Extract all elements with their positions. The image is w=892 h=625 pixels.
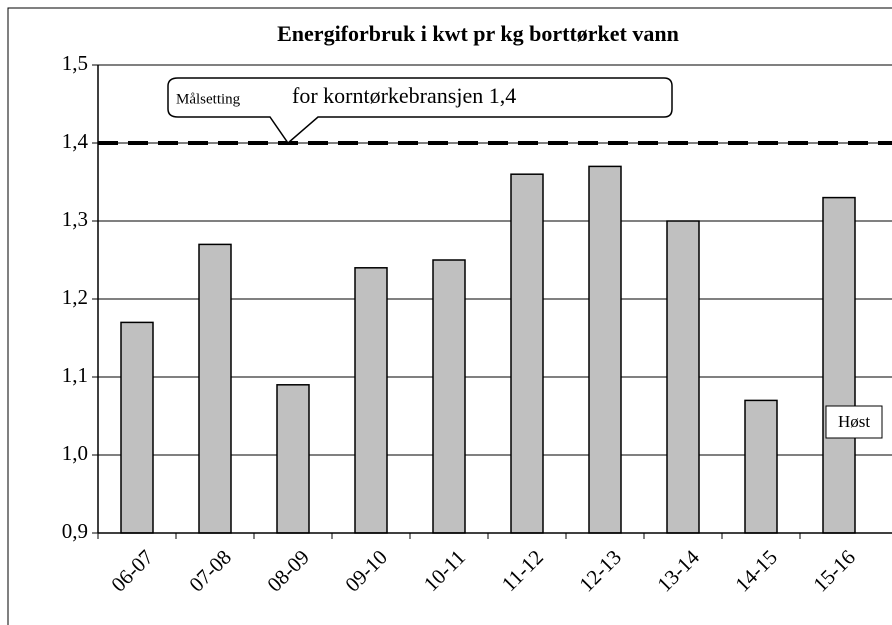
bar [276,384,310,534]
series-label-box [825,405,883,439]
y-tick-label: 1,0 [62,441,88,465]
y-tick-label: 1,5 [62,51,88,75]
y-tick-label: 1,4 [62,129,89,153]
bar [120,321,154,534]
y-tick-label: 1,3 [62,207,88,231]
y-tick-label: 1,1 [62,363,88,387]
bar [432,259,466,534]
annotation-large: for korntørkebransjen 1,4 [292,83,516,108]
bar [354,267,388,534]
bar [666,220,700,534]
y-tick-label: 1,2 [62,285,88,309]
chart-title: Energiforbruk i kwt pr kg borttørket van… [277,21,679,46]
y-tick-label: 0,9 [62,519,88,543]
series-label: Høst [838,412,870,431]
bar [510,173,544,534]
bar [588,165,622,534]
bar [198,243,232,534]
annotation-small: Målsetting [176,91,241,107]
bar [744,399,778,534]
bar [822,196,856,534]
callout-box [167,77,673,145]
